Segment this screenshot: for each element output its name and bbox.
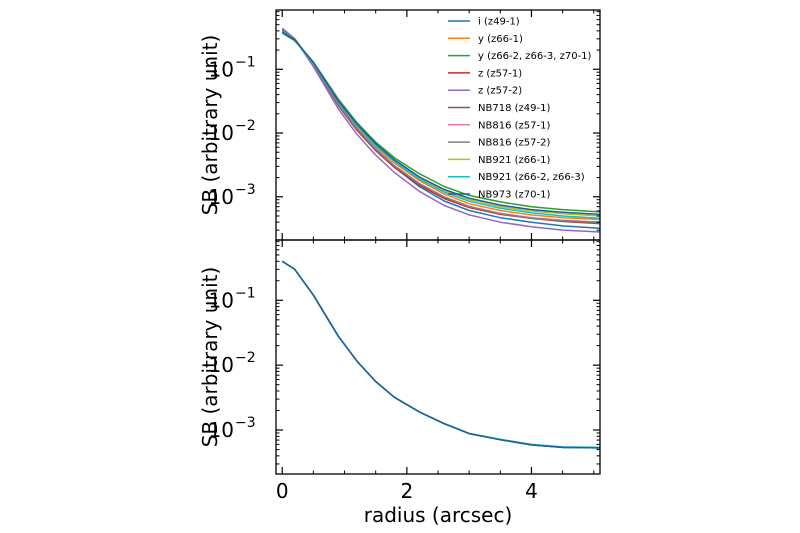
legend-entry: NB921 (z66-1)	[478, 155, 550, 166]
top-ylabel: SB (arbitrary unit)	[198, 35, 222, 216]
bottom-ylabel: SB (arbitrary unit)	[198, 267, 222, 448]
legend-entry: z (z57-2)	[478, 86, 522, 97]
legend-entry: NB973 (z70-1)	[478, 190, 550, 201]
legend: i (z49-1) y (z66-1) y (z66-2, z66-3, z70-1…	[448, 17, 592, 201]
bottom-axes-frame	[275, 239, 601, 475]
bottom-series-line-1	[281, 260, 600, 449]
legend-entry: NB921 (z66-2, z66-3)	[478, 172, 585, 183]
legend-entry: y (z66-1)	[478, 34, 523, 45]
top-ytick-label: 10	[209, 121, 234, 145]
bottom-series-line-2	[281, 260, 600, 449]
legend-entry: z (z57-1)	[478, 68, 522, 79]
legend-entry: NB816 (z57-2)	[478, 138, 550, 149]
bottom-ytick-label: 10	[209, 418, 234, 442]
top-axes-frame	[275, 9, 601, 241]
bottom-ytick-label: 10	[209, 353, 234, 377]
top-series-line-11	[281, 31, 600, 216]
bottom-panel: 10−110−210 −3SB (arbitrary unit)0 2 4radius…	[198, 239, 601, 527]
bottom-series-line-5	[281, 260, 600, 449]
top-series-line-5	[281, 27, 600, 233]
bottom-xtick-label: 0	[276, 479, 289, 503]
bottom-xtick-label: 4	[525, 479, 538, 503]
bottom-ytick-exponent: −3	[235, 415, 256, 431]
top-ytick-label: 10	[209, 185, 234, 209]
top-series-group	[281, 27, 600, 233]
bottom-series-line-3	[281, 260, 600, 449]
legend-entry: NB718 (z49-1)	[478, 103, 550, 114]
bottom-xtick-label: 2	[400, 479, 413, 503]
bottom-xlabel: radius (arcsec)	[364, 503, 513, 527]
bottom-ytick-label: 10	[209, 288, 234, 312]
top-ytick-exponent: −3	[235, 182, 256, 198]
bottom-ytick-exponent: −2	[235, 350, 256, 366]
top-ytick-exponent: −2	[235, 118, 256, 134]
bottom-series-group	[281, 260, 600, 449]
legend-entry: i (z49-1)	[478, 17, 520, 28]
legend-entry: y (z66-2, z66-3, z70-1)	[478, 51, 592, 62]
bottom-ytick-exponent: −1	[235, 285, 256, 301]
top-ytick-label: 10	[209, 57, 234, 81]
top-panel: 10−110−210 −3SB (arbitrary unit)i (z49-1)…	[198, 9, 601, 241]
legend-entry: NB816 (z57-1)	[478, 120, 550, 131]
top-ytick-exponent: −1	[235, 54, 256, 70]
bottom-series-line-4	[281, 260, 600, 449]
